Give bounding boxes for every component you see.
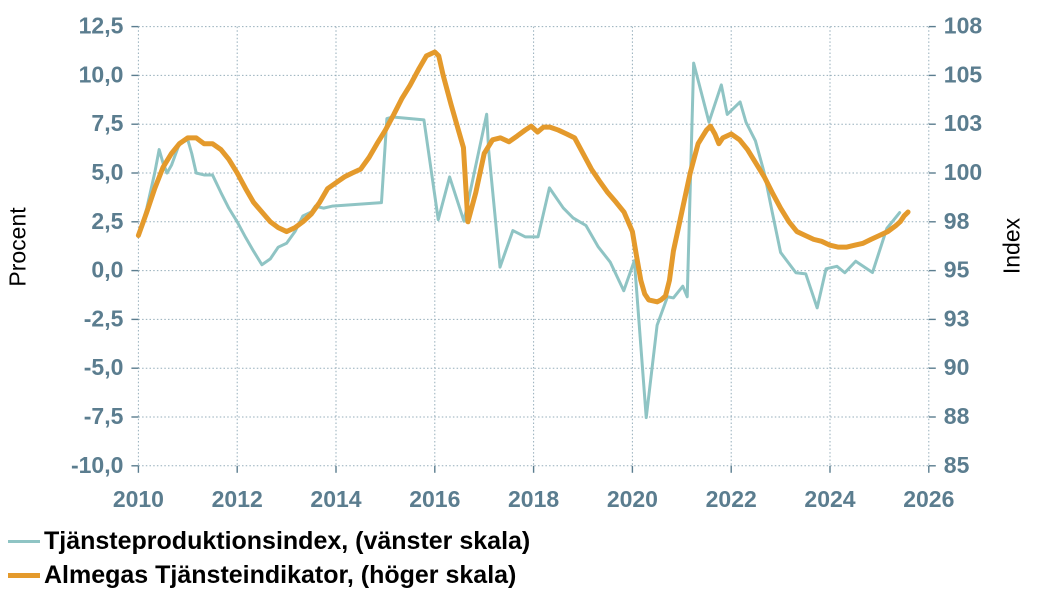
svg-text:12,5: 12,5 (79, 13, 124, 39)
svg-text:5,0: 5,0 (91, 159, 123, 185)
svg-text:2016: 2016 (409, 486, 460, 512)
svg-text:95: 95 (944, 257, 970, 283)
svg-text:100: 100 (944, 159, 982, 185)
svg-text:88: 88 (944, 403, 970, 429)
svg-text:105: 105 (944, 61, 983, 87)
svg-text:108: 108 (944, 13, 983, 39)
svg-text:103: 103 (944, 110, 982, 136)
svg-text:-2,5: -2,5 (84, 305, 124, 331)
svg-text:-5,0: -5,0 (84, 354, 124, 380)
svg-text:2022: 2022 (706, 486, 757, 512)
svg-text:93: 93 (944, 305, 970, 331)
svg-text:2010: 2010 (113, 486, 164, 512)
svg-text:0,0: 0,0 (91, 257, 123, 283)
svg-text:90: 90 (944, 354, 970, 380)
svg-text:-10,0: -10,0 (71, 452, 123, 478)
svg-text:2014: 2014 (310, 486, 361, 512)
svg-text:7,5: 7,5 (91, 110, 123, 136)
svg-text:-7,5: -7,5 (84, 403, 124, 429)
svg-text:2026: 2026 (903, 486, 954, 512)
svg-text:2018: 2018 (508, 486, 559, 512)
svg-text:2024: 2024 (804, 486, 855, 512)
svg-text:98: 98 (944, 208, 970, 234)
svg-text:2012: 2012 (212, 486, 263, 512)
svg-text:2020: 2020 (607, 486, 658, 512)
svg-text:10,0: 10,0 (79, 61, 124, 87)
svg-text:85: 85 (944, 452, 970, 478)
svg-text:2,5: 2,5 (91, 208, 123, 234)
